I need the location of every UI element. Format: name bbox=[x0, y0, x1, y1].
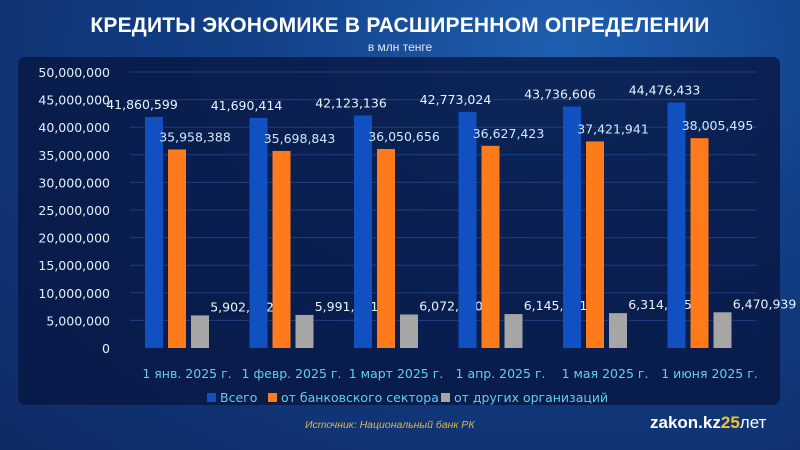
legend-label: Всего bbox=[220, 390, 257, 405]
data-label: 42,773,024 bbox=[420, 92, 492, 107]
data-label: 35,698,843 bbox=[264, 131, 336, 146]
legend-label: от банковского сектора bbox=[281, 390, 439, 405]
legend-swatch bbox=[441, 393, 450, 402]
bar-total bbox=[458, 111, 477, 348]
legend-label: от других организаций bbox=[454, 390, 608, 405]
x-tick-label: 1 янв. 2025 г. bbox=[142, 366, 231, 381]
bar-total bbox=[354, 115, 372, 348]
logo-years: 25 bbox=[720, 413, 740, 432]
chart-subtitle: в млн тенге bbox=[367, 40, 433, 54]
x-tick-label: 1 июня 2025 г. bbox=[661, 366, 758, 381]
data-label: 41,860,599 bbox=[106, 97, 178, 112]
source-note: Источник: Национальный банк РК bbox=[305, 419, 475, 431]
data-label: 42,123,136 bbox=[315, 95, 387, 110]
legend-swatch bbox=[268, 393, 277, 402]
x-tick-label: 1 апр. 2025 г. bbox=[456, 366, 546, 381]
data-label: 36,627,423 bbox=[473, 126, 545, 141]
data-label: 36,050,656 bbox=[368, 129, 440, 144]
y-tick-label: 20,000,000 bbox=[38, 231, 110, 246]
y-tick-label: 25,000,000 bbox=[38, 203, 110, 218]
bar-other bbox=[400, 314, 418, 348]
x-tick-label: 1 мая 2025 г. bbox=[562, 366, 649, 381]
bar-total bbox=[249, 117, 268, 348]
bar-total bbox=[563, 106, 581, 348]
data-label: 6,470,939 bbox=[733, 296, 797, 311]
data-label: 44,476,433 bbox=[629, 82, 701, 97]
data-label: 41,690,414 bbox=[211, 98, 283, 113]
bar-bank bbox=[586, 141, 604, 348]
bar-bank bbox=[168, 149, 186, 348]
bar-bank bbox=[481, 145, 500, 348]
data-label: 43,736,606 bbox=[524, 87, 596, 102]
data-label: 35,958,388 bbox=[159, 130, 231, 145]
chart-title: КРЕДИТЫ ЭКОНОМИКЕ В РАСШИРЕННОМ ОПРЕДЕЛЕ… bbox=[90, 14, 710, 37]
y-tick-label: 50,000,000 bbox=[38, 65, 110, 80]
logo-suffix: лет bbox=[739, 413, 767, 432]
y-tick-label: 45,000,000 bbox=[38, 93, 110, 108]
y-tick-label: 35,000,000 bbox=[38, 148, 110, 163]
bar-bank bbox=[690, 138, 709, 348]
y-tick-label: 15,000,000 bbox=[38, 258, 110, 273]
bar-bank bbox=[377, 149, 395, 348]
bar-bank bbox=[272, 150, 291, 348]
x-tick-label: 1 февр. 2025 г. bbox=[242, 366, 342, 381]
y-tick-label: 5,000,000 bbox=[46, 313, 110, 328]
bar-other bbox=[191, 315, 209, 348]
legend-swatch bbox=[207, 393, 216, 402]
bar-total bbox=[667, 102, 686, 349]
bar-other bbox=[713, 312, 732, 348]
y-tick-label: 40,000,000 bbox=[38, 120, 110, 135]
x-tick-label: 1 март 2025 г. bbox=[349, 366, 444, 381]
bar-other bbox=[295, 314, 314, 348]
bar-other bbox=[609, 313, 627, 348]
bar-other bbox=[504, 314, 523, 348]
data-label: 38,005,495 bbox=[682, 118, 754, 133]
zakon-logo: zakon.kz25лет bbox=[650, 413, 766, 433]
data-label: 37,421,941 bbox=[577, 121, 649, 136]
y-tick-label: 10,000,000 bbox=[38, 286, 110, 301]
logo-text: zakon.kz bbox=[650, 413, 721, 432]
y-tick-label: 30,000,000 bbox=[38, 175, 110, 190]
bar-total bbox=[145, 116, 163, 348]
y-tick-label: 0 bbox=[102, 341, 110, 356]
